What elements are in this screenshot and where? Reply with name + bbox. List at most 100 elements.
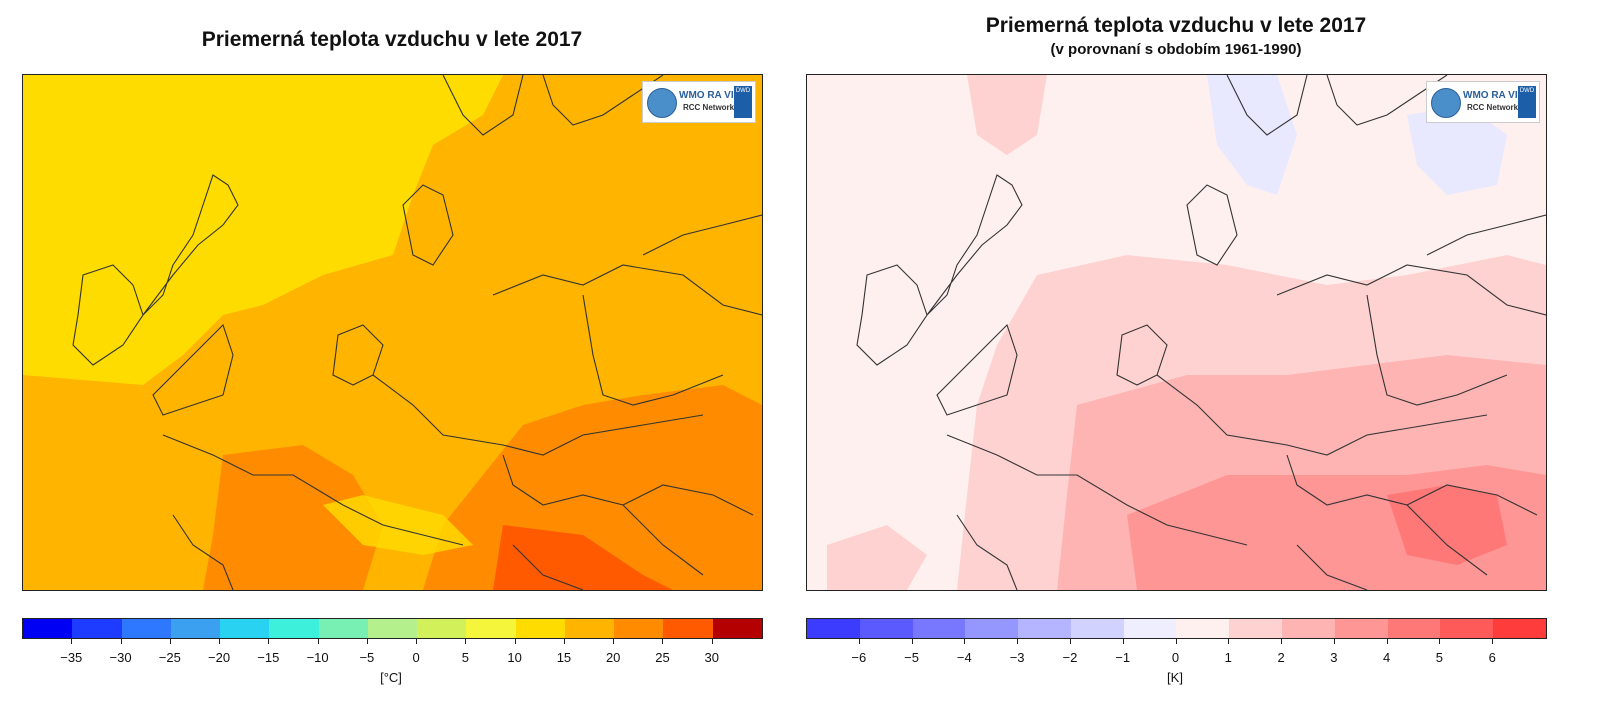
colorbar-tick-label: 0 [412, 650, 420, 665]
colorbar-tick-label: −30 [109, 650, 132, 665]
logo-rcc-text: RCC Network [683, 103, 735, 112]
left-map-title: Priemerná teplota vzduchu v lete 2017 [201, 28, 583, 51]
colorbar-tick-label: −15 [257, 650, 280, 665]
colorbar-tick-mark [416, 639, 418, 644]
colorbar-swatch [912, 619, 966, 638]
right-colorbar-unit: [K] [1167, 670, 1183, 685]
colorbar-tick-mark [1069, 639, 1071, 644]
colorbar-tick-mark [465, 639, 467, 644]
right-wmo-logo: WMO RA VI RCC Network DWD [1426, 81, 1540, 123]
colorbar-tick-mark [1386, 639, 1388, 644]
colorbar-swatch [72, 619, 122, 638]
colorbar-tick-mark [1333, 639, 1335, 644]
colorbar-tick-mark [268, 639, 270, 644]
colorbar-tick-label: 5 [1435, 650, 1444, 665]
colorbar-tick-label: 15 [556, 650, 572, 665]
colorbar-tick-label: −25 [158, 650, 181, 665]
colorbar-tick-label: 2 [1277, 650, 1285, 665]
right-map-title: Priemerná teplota vzduchu v lete 2017 [985, 14, 1367, 37]
colorbar-swatch [515, 619, 565, 638]
colorbar-tick-label: 20 [605, 650, 621, 665]
colorbar-tick-mark [1228, 639, 1230, 644]
colorbar-tick-mark [911, 639, 913, 644]
colorbar-swatch [1070, 619, 1124, 638]
colorbar-swatch [1176, 619, 1230, 638]
colorbar-tick-label: −35 [60, 650, 83, 665]
colorbar-swatch [318, 619, 368, 638]
colorbar-swatch [614, 619, 664, 638]
colorbar-tick-mark [1175, 639, 1177, 644]
colorbar-tick-label: −20 [208, 650, 231, 665]
colorbar-tick-label: 6 [1488, 650, 1496, 665]
left-wmo-logo: WMO RA VI RCC Network DWD [642, 81, 756, 123]
colorbar-tick-mark [711, 639, 713, 644]
left-temperature-map: WMO RA VI RCC Network DWD [22, 74, 763, 591]
colorbar-tick-mark [1017, 639, 1019, 644]
colorbar-swatch [859, 619, 913, 638]
colorbar-swatch [965, 619, 1019, 638]
colorbar-tick-mark [858, 639, 860, 644]
logo-wmo-text: WMO RA VI [1463, 90, 1518, 101]
colorbar-tick-label: 4 [1383, 650, 1391, 665]
colorbar-tick-label: −1 [1115, 650, 1131, 665]
colorbar-swatch [564, 619, 615, 638]
colorbar-tick-mark [1122, 639, 1124, 644]
colorbar-tick-mark [964, 639, 966, 644]
colorbar-tick-label: 0 [1171, 650, 1180, 665]
colorbar-swatch [1493, 619, 1546, 638]
colorbar-tick-mark [120, 639, 122, 644]
colorbar-swatch [170, 619, 221, 638]
colorbar-swatch [367, 619, 418, 638]
colorbar-tick-label: −6 [851, 650, 867, 665]
colorbar-tick-mark [613, 639, 615, 644]
colorbar-tick-mark [1439, 639, 1441, 644]
wmo-globe-icon [647, 88, 677, 118]
right-map-shading [827, 75, 1546, 590]
colorbar-tick-label: 25 [655, 650, 670, 665]
colorbar-tick-label: −10 [306, 650, 329, 665]
colorbar-swatch [1387, 619, 1441, 638]
colorbar-tick-mark [662, 639, 664, 644]
colorbar-swatch [417, 619, 467, 638]
left-map-shading [23, 75, 762, 590]
logo-dwd-text: DWD [1518, 86, 1536, 118]
colorbar-tick-label: −5 [904, 650, 919, 665]
colorbar-tick-mark [1281, 639, 1283, 644]
colorbar-tick-mark [366, 639, 368, 644]
colorbar-tick-mark [71, 639, 73, 644]
colorbar-swatch [1123, 619, 1177, 638]
colorbar-swatch [269, 619, 319, 638]
colorbar-swatch [466, 619, 516, 638]
colorbar-tick-mark [1492, 639, 1494, 644]
colorbar-tick-label: −3 [1009, 650, 1025, 665]
left-colorbar [22, 618, 763, 639]
colorbar-swatch [23, 619, 73, 638]
colorbar-swatch [807, 619, 860, 638]
colorbar-tick-mark [317, 639, 319, 644]
right-anomaly-map: WMO RA VI RCC Network DWD [806, 74, 1547, 591]
colorbar-tick-label: −5 [359, 650, 375, 665]
colorbar-tick-label: 5 [461, 650, 469, 665]
colorbar-swatch [1440, 619, 1494, 638]
colorbar-tick-label: −2 [1062, 650, 1078, 665]
colorbar-swatch [1282, 619, 1335, 638]
colorbar-tick-mark [219, 639, 221, 644]
colorbar-tick-label: 1 [1224, 650, 1232, 665]
colorbar-swatch [1334, 619, 1388, 638]
logo-wmo-text: WMO RA VI [679, 90, 734, 101]
colorbar-swatch [220, 619, 270, 638]
left-colorbar-unit: [°C] [380, 670, 402, 685]
colorbar-swatch [712, 619, 762, 638]
colorbar-tick-mark [514, 639, 516, 644]
right-colorbar [806, 618, 1547, 639]
wmo-globe-icon [1431, 88, 1461, 118]
logo-dwd-text: DWD [734, 86, 752, 118]
colorbar-swatch [663, 619, 713, 638]
colorbar-tick-mark [563, 639, 565, 644]
right-map-subtitle: (v porovnaní s obdobím 1961-1990) [1050, 41, 1302, 58]
colorbar-swatch [1229, 619, 1283, 638]
colorbar-tick-label: 3 [1330, 650, 1338, 665]
colorbar-tick-label: 10 [507, 650, 522, 665]
colorbar-swatch [1018, 619, 1071, 638]
colorbar-tick-label: −4 [956, 650, 972, 665]
